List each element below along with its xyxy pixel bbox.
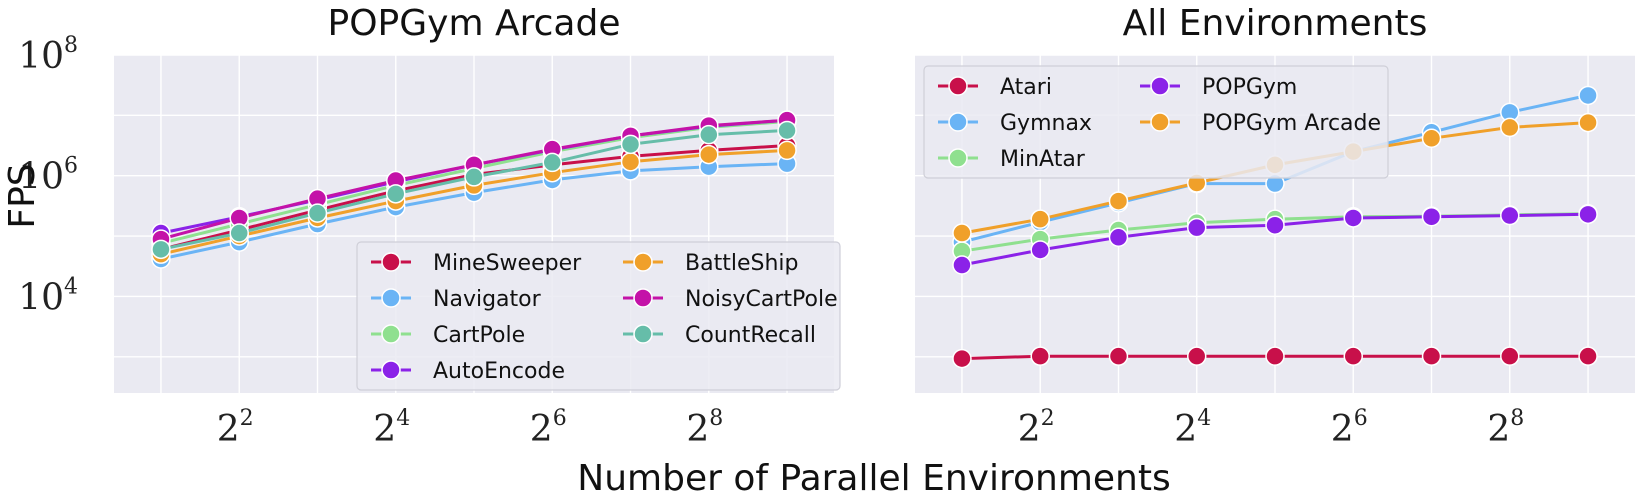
- data-point: [229, 223, 249, 243]
- legend-label: CartPole: [433, 323, 525, 348]
- data-point: [699, 124, 719, 145]
- x-tick-label: 26: [530, 406, 567, 450]
- data-point: [952, 348, 972, 369]
- data-point: [1500, 205, 1520, 226]
- legend-label: NoisyCartPole: [685, 287, 838, 312]
- legend-marker: [381, 288, 401, 308]
- legend-marker: [1150, 76, 1170, 96]
- data-point: [1030, 346, 1050, 366]
- data-point: [1030, 209, 1050, 229]
- data-point: [1265, 346, 1285, 366]
- data-point: [777, 120, 797, 141]
- data-point: [620, 134, 641, 155]
- x-axis-label: Number of Parallel Environments: [577, 458, 1170, 499]
- legend-label: MineSweeper: [433, 251, 582, 276]
- x-tick-label: 22: [217, 406, 254, 450]
- data-point: [1108, 227, 1129, 248]
- data-point: [1578, 346, 1598, 366]
- data-point: [1108, 346, 1129, 366]
- legend-label: CountRecall: [685, 323, 816, 348]
- legend-marker: [948, 112, 968, 132]
- legend-label: Gymnax: [1000, 111, 1092, 136]
- x-tick-label: 24: [373, 406, 410, 450]
- data-point: [699, 144, 719, 165]
- legend-label: POPGym Arcade: [1202, 111, 1381, 136]
- data-point: [1421, 346, 1442, 366]
- legend-marker: [1150, 112, 1170, 132]
- data-point: [307, 203, 328, 223]
- legend-label: Navigator: [433, 287, 542, 312]
- legend-label: POPGym: [1202, 75, 1297, 100]
- legend-marker: [381, 324, 401, 344]
- legend-marker: [381, 360, 401, 380]
- data-point: [1343, 208, 1364, 228]
- legend-left: MineSweeper Navigator CartPole AutoEncode Ba…: [356, 241, 841, 391]
- legend-marker: [381, 252, 401, 272]
- legend-label: BattleShip: [685, 251, 798, 276]
- data-point: [542, 152, 563, 173]
- data-point: [1108, 191, 1129, 211]
- x-tick-label: 28: [1487, 406, 1524, 450]
- legend-marker: [948, 76, 968, 96]
- legend-box: [356, 241, 841, 391]
- data-point: [952, 223, 972, 243]
- legend-marker: [948, 148, 968, 168]
- chart-title-left: POPGym Arcade: [328, 3, 621, 44]
- data-point: [1421, 207, 1442, 227]
- legend-marker: [633, 288, 653, 308]
- y-tick-label: 106: [18, 154, 78, 198]
- y-tick-label: 108: [18, 33, 78, 77]
- data-point: [777, 140, 797, 161]
- series-left: [151, 110, 797, 269]
- data-point: [620, 152, 641, 172]
- legend-label: Atari: [1000, 75, 1052, 100]
- panel-popgym-arcade: POPGym Arcade 22 24 26 28 104 106 108 MineSwee…: [18, 3, 841, 450]
- data-point: [385, 184, 406, 204]
- data-point: [1186, 346, 1207, 366]
- data-point: [1500, 346, 1520, 366]
- ticks-right: 22 24 26 28: [1018, 406, 1524, 450]
- legend-marker: [633, 252, 653, 272]
- data-point: [1578, 112, 1598, 133]
- y-tick-label: 104: [18, 274, 78, 318]
- y-axis-label: FPS: [2, 163, 43, 228]
- data-point: [1265, 215, 1285, 235]
- data-point: [1578, 204, 1598, 225]
- data-point: [952, 255, 972, 275]
- legend-label: AutoEncode: [433, 359, 565, 384]
- data-point: [1500, 117, 1520, 138]
- data-point: [1421, 128, 1442, 149]
- legend-marker: [633, 324, 653, 344]
- data-point: [1186, 217, 1207, 238]
- x-tick-label: 24: [1174, 406, 1211, 450]
- x-tick-label: 22: [1018, 406, 1055, 450]
- data-point: [1343, 346, 1364, 366]
- data-point: [151, 239, 171, 260]
- x-tick-label: 28: [686, 406, 723, 450]
- chart-title-right: All Environments: [1123, 3, 1428, 44]
- data-point: [1578, 85, 1598, 106]
- ticks-left: 22 24 26 28 104 106 108: [18, 33, 723, 450]
- legend-label: MinAtar: [1000, 147, 1086, 172]
- x-tick-label: 26: [1331, 406, 1368, 450]
- legend-right: Atari Gymnax MinAtar POPGym POPGym Arcade: [923, 65, 1389, 179]
- data-point: [464, 167, 484, 187]
- data-point: [1030, 240, 1050, 260]
- panel-all-environments: All Environments 22 24 26 28 Atari Gymnax Min…: [915, 3, 1635, 450]
